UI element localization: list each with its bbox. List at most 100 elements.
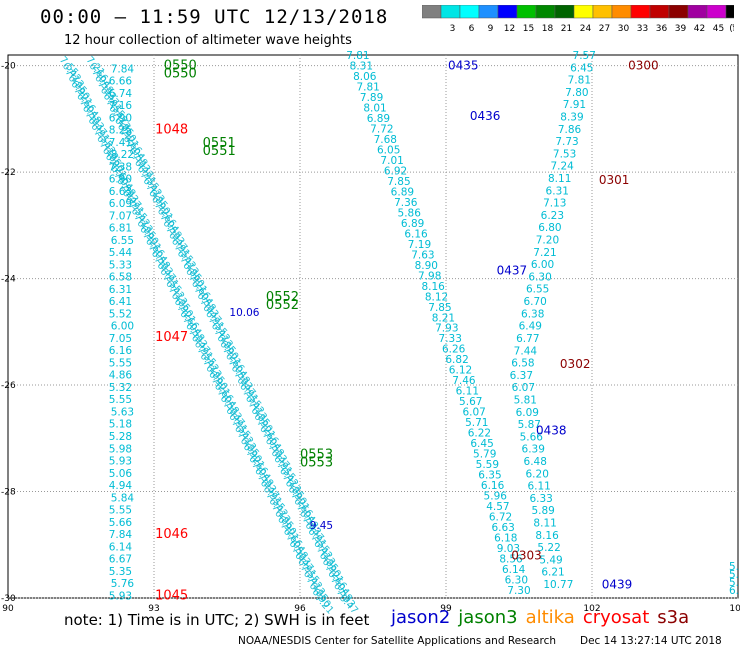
legend-item-jason3: jason3 bbox=[458, 607, 518, 628]
swh-value: 6.22 bbox=[468, 428, 491, 440]
swh-value: 5. bbox=[729, 569, 739, 581]
swh-value: 6.00 bbox=[531, 259, 554, 271]
swh-value: 7.13 bbox=[543, 198, 566, 210]
lat-tick-label: -22 bbox=[1, 168, 16, 178]
swh-value: 7.68 bbox=[374, 134, 397, 146]
swh-value: 7.84 bbox=[111, 63, 135, 75]
swh-value: 6.63 bbox=[109, 186, 132, 198]
legend-item-cryosat: cryosat bbox=[582, 607, 650, 628]
swh-value: 6.07 bbox=[512, 382, 535, 394]
page-title: 00:00 – 11:59 UTC 12/13/2018 bbox=[40, 6, 389, 28]
swh-value: 8.22 bbox=[111, 149, 134, 161]
swh-value: 6.12 bbox=[449, 365, 472, 377]
swh-value: 7.81 bbox=[356, 81, 379, 93]
swh-value: 6.82 bbox=[445, 354, 468, 366]
swh-value: 6.16 bbox=[404, 228, 428, 240]
swh-value: 5.89 bbox=[531, 505, 554, 517]
map-subtitle: 12 hour collection of altimeter wave hei… bbox=[64, 33, 352, 48]
lat-tick-label: -24 bbox=[1, 275, 16, 285]
swh-value: 5.76 bbox=[111, 578, 135, 590]
color-scale-bar: 36912151821242730333639424570(ft) bbox=[422, 5, 734, 34]
swh-value: 5.28 bbox=[109, 431, 132, 443]
swh-value: 6.66 bbox=[109, 76, 133, 88]
pass-time-label: 0439 bbox=[602, 578, 633, 592]
swh-value: 5.55 bbox=[109, 394, 132, 406]
pass-time-label: 1045 bbox=[155, 588, 188, 603]
swh-value: 8.06 bbox=[353, 71, 377, 83]
pass-time-label: 0438 bbox=[536, 423, 567, 437]
swh-value: 8.12 bbox=[425, 291, 448, 303]
swh-value: 7.30 bbox=[507, 585, 530, 597]
swh-value: 5.32 bbox=[109, 382, 132, 394]
swh-value: 6.90 bbox=[109, 174, 132, 186]
swh-value: 6.23 bbox=[541, 210, 564, 222]
swh-value: 5.55 bbox=[109, 357, 132, 369]
pass-time-label: 0553 bbox=[300, 447, 333, 462]
swh-value: 6.58 bbox=[109, 272, 132, 284]
lon-tick-label: 102 bbox=[583, 604, 600, 614]
colorbar-label: 33 bbox=[637, 24, 648, 34]
swh-value: 6.55 bbox=[111, 235, 134, 247]
lat-tick-label: -26 bbox=[1, 381, 16, 391]
colorbar-label: 9 bbox=[488, 24, 494, 34]
pass-time-label: 0553 bbox=[300, 455, 333, 470]
swh-value: 8.31 bbox=[350, 60, 373, 72]
swh-value: 7.07 bbox=[109, 210, 132, 222]
swh-value: 6.39 bbox=[522, 444, 545, 456]
swh-value: 7.89 bbox=[360, 92, 383, 104]
swh-value: 6.45 bbox=[470, 438, 493, 450]
colorbar-label: 27 bbox=[599, 24, 610, 34]
swh-value: 6.37 bbox=[510, 370, 533, 382]
swh-value: 7.86 bbox=[558, 124, 582, 136]
swh-value: 5.35 bbox=[109, 566, 132, 578]
swh-value: 6.30 bbox=[528, 271, 551, 283]
colorbar-bin bbox=[725, 5, 734, 19]
colorbar-label: 70 bbox=[732, 24, 734, 34]
swh-value: 7.63 bbox=[411, 249, 434, 261]
swh-value: 6.63 bbox=[491, 522, 514, 534]
swh-value: 10.77 bbox=[543, 579, 573, 591]
colorbar-label: 24 bbox=[580, 24, 592, 34]
lat-tick-label: -28 bbox=[1, 488, 16, 498]
swh-value: 6.31 bbox=[109, 284, 132, 296]
swh-value: 6.81 bbox=[109, 223, 132, 235]
swh-value: 6.09 bbox=[109, 198, 132, 210]
swh-value: 6.00 bbox=[111, 321, 134, 333]
swh-value: 8.01 bbox=[363, 102, 386, 114]
swh-value: 5.67 bbox=[459, 396, 482, 408]
swh-value: 5.93 bbox=[109, 456, 132, 468]
pass-time-label: 0303 bbox=[511, 548, 542, 562]
swh-value: 8.16 bbox=[421, 281, 445, 293]
swh-value: 8.56 bbox=[499, 554, 523, 566]
swh-value: 5.93 bbox=[109, 590, 132, 602]
swh-value: 5.98 bbox=[109, 443, 132, 455]
swh-value: 5.81 bbox=[514, 394, 537, 406]
swh-value: 6.70 bbox=[523, 296, 546, 308]
colorbar-label: 42 bbox=[694, 24, 705, 34]
swh-value: 6.58 bbox=[511, 358, 534, 370]
swh-value: 7.19 bbox=[408, 239, 431, 251]
swh-value: 5.63 bbox=[111, 406, 134, 418]
pass-time-label: 0302 bbox=[560, 357, 591, 371]
lat-tick-label: -30 bbox=[1, 594, 16, 604]
swh-value: 7.85 bbox=[428, 302, 451, 314]
swh-value: 6.67 bbox=[109, 554, 132, 566]
pass-time-label: 0437 bbox=[497, 264, 528, 278]
swh-value: 6.14 bbox=[109, 541, 133, 553]
swh-value: 5.49 bbox=[539, 554, 562, 566]
swh-value: 5.86 bbox=[398, 207, 422, 219]
swh-value: 6.21 bbox=[541, 567, 564, 579]
swh-value: 6.11 bbox=[456, 386, 479, 398]
swh-value: 4.86 bbox=[109, 370, 133, 382]
swh-value: 7.24 bbox=[550, 161, 574, 173]
swh-value: 7.16 bbox=[109, 100, 133, 112]
swh-value-high: 9.45 bbox=[310, 520, 333, 532]
swh-value: 7.57 bbox=[573, 50, 596, 62]
swh-value: 5.87 bbox=[518, 419, 541, 431]
swh-value: 5.33 bbox=[109, 259, 132, 271]
swh-value: 5.79 bbox=[473, 449, 496, 461]
swh-value: 7.80 bbox=[565, 87, 588, 99]
lat-tick-label: -20 bbox=[1, 62, 16, 72]
swh-value: 7.73 bbox=[555, 136, 578, 148]
colorbar-label: 21 bbox=[561, 24, 572, 34]
